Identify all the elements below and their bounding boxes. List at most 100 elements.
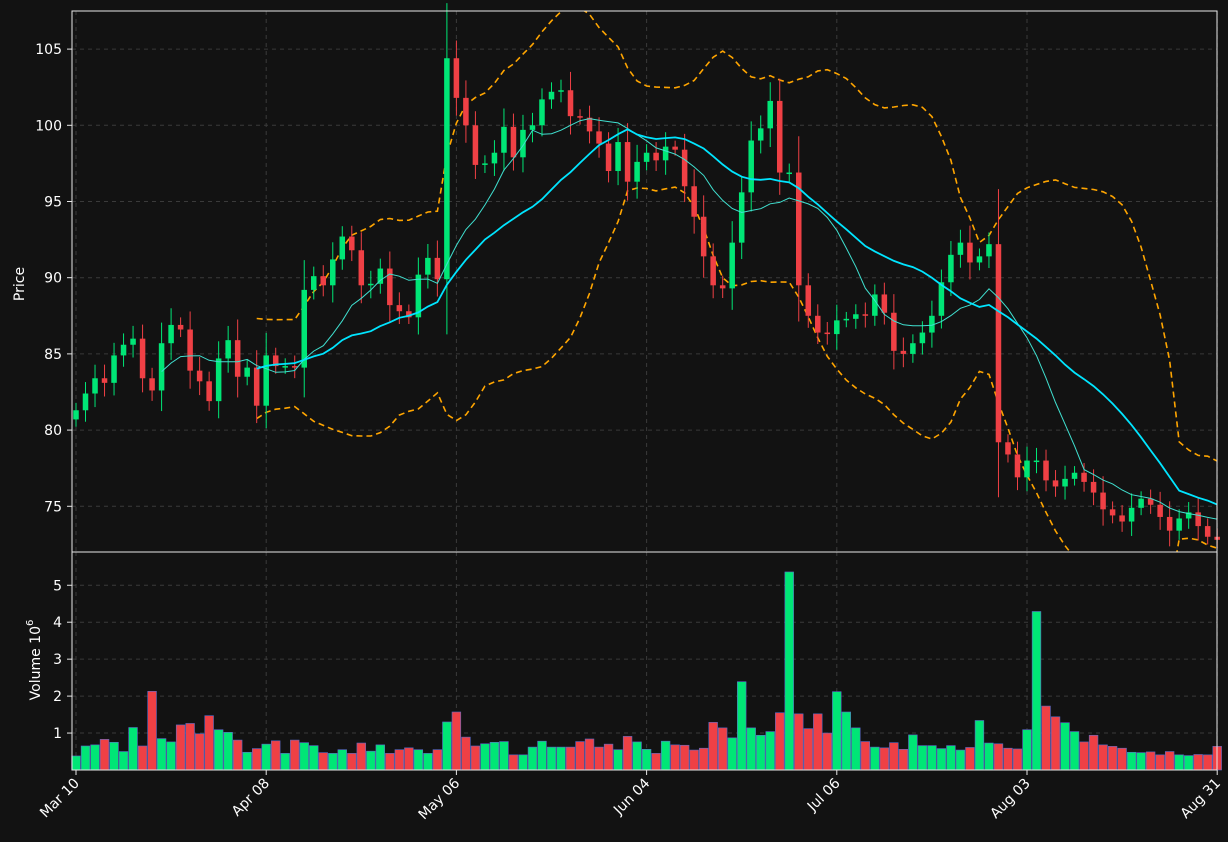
volume-bar: [1117, 747, 1127, 771]
volume-bar: [794, 713, 804, 771]
candle-body: [834, 320, 840, 335]
candle-body: [1138, 498, 1144, 508]
candle-body: [662, 146, 669, 161]
candle-body: [539, 99, 545, 126]
candle-body: [1119, 515, 1125, 522]
candle-body: [1033, 460, 1040, 463]
volume-bar: [679, 744, 690, 771]
candle-body: [139, 338, 146, 379]
volume-bar: [1164, 751, 1175, 771]
candle-body: [672, 146, 678, 150]
candle-body: [938, 282, 945, 316]
candle-body: [377, 268, 384, 284]
volume-bar: [651, 753, 661, 771]
volume-bar: [290, 739, 300, 771]
volume-bar: [1155, 754, 1165, 771]
volume-bar: [423, 753, 433, 771]
candle-body: [244, 367, 250, 377]
volume-bar: [99, 739, 110, 771]
candle-body: [815, 315, 821, 333]
volume-bar: [974, 720, 985, 771]
volume-bar: [708, 722, 718, 771]
volume-bar: [470, 745, 481, 771]
volume-bar: [603, 743, 614, 771]
volume-panel-frame: [71, 551, 1218, 771]
volume-bar: [1041, 705, 1051, 771]
candle-body: [73, 410, 79, 420]
candle-body: [710, 256, 716, 286]
candle-body: [1071, 472, 1078, 479]
price-tick-label: 80: [44, 423, 62, 439]
candle-body: [691, 186, 697, 217]
volume-bar: [1203, 754, 1213, 771]
volume-bar: [689, 749, 699, 771]
candle-body: [634, 161, 640, 182]
volume-bar: [442, 721, 452, 771]
candle-body: [234, 340, 241, 377]
volume-bar: [109, 741, 119, 771]
candle-body: [757, 128, 764, 141]
candle-body: [586, 117, 593, 132]
candle-body: [910, 343, 916, 354]
price-tick-label: 100: [35, 118, 62, 134]
volume-bar: [889, 742, 899, 771]
volume-bar: [1031, 611, 1042, 771]
volume-bar: [613, 749, 623, 771]
volume-bar: [1126, 751, 1137, 771]
volume-bar: [223, 732, 233, 771]
volume-bar: [175, 724, 186, 771]
volume-bar: [166, 741, 176, 771]
candle-body: [444, 58, 450, 280]
volume-bar: [90, 744, 100, 771]
volume-bar: [461, 736, 471, 771]
upper-band-line: [256, 11, 1217, 462]
volume-bar: [271, 740, 281, 771]
candle-body: [1100, 492, 1106, 510]
volume-bar: [784, 571, 794, 771]
candle-body: [310, 276, 317, 290]
candle-body: [1147, 498, 1154, 505]
volume-bar: [451, 711, 462, 771]
volume-bar: [1136, 752, 1146, 771]
volume-bar: [404, 747, 414, 771]
candle-body: [282, 366, 288, 368]
candle-body: [177, 324, 184, 330]
price-y-ticks: 75 80 85 90 95 100 105: [35, 42, 72, 515]
volume-bar: [955, 749, 966, 771]
bollinger-bands: [256, 11, 1217, 552]
candle-body: [957, 242, 964, 255]
volume-bar: [1107, 746, 1118, 771]
volume-tick-label: 2: [53, 689, 62, 705]
volume-bar: [318, 752, 328, 771]
volume-bar: [185, 723, 195, 771]
volume-bar: [537, 740, 547, 771]
volume-bar: [328, 753, 338, 771]
candle-body: [301, 289, 307, 368]
volume-bar: [832, 691, 842, 771]
candle-body: [1157, 504, 1163, 517]
volume-bar: [870, 746, 880, 771]
candle-body: [862, 314, 869, 316]
candle-body: [101, 378, 108, 383]
candle-body: [472, 125, 479, 165]
volume-bar: [204, 715, 214, 771]
short-moving-average-line: [161, 118, 1217, 520]
volume-bar: [242, 751, 252, 771]
volume-bar: [594, 746, 604, 771]
candle-body: [1014, 454, 1021, 478]
candle-body: [1043, 460, 1049, 481]
candle-body: [215, 358, 222, 402]
candle-body: [986, 244, 992, 257]
candle-body: [396, 305, 403, 312]
volume-bar: [1174, 754, 1184, 771]
candle-body: [1185, 512, 1192, 519]
candle-body: [891, 312, 897, 351]
volume-bar: [908, 734, 918, 771]
candle-body: [330, 259, 336, 286]
candle-body: [92, 378, 98, 394]
candle-body: [605, 143, 612, 172]
price-tick-label: 85: [44, 347, 62, 363]
candle-body: [120, 344, 127, 356]
volume-bar: [299, 742, 309, 771]
